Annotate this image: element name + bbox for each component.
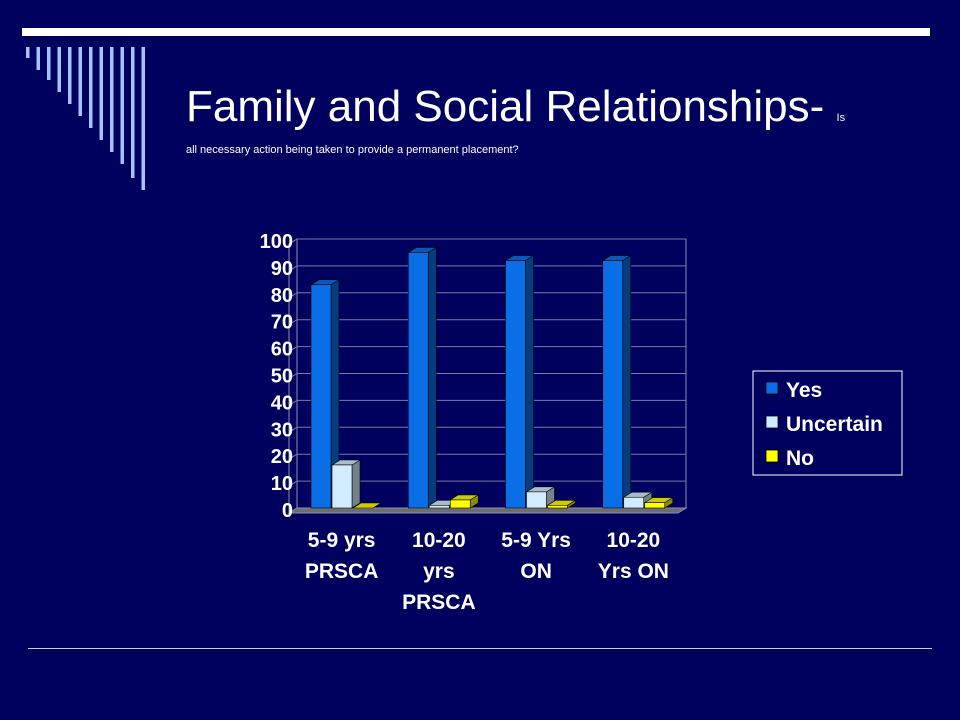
y-tick-label: 30 bbox=[271, 419, 293, 441]
gridline-side bbox=[288, 292, 298, 299]
bar bbox=[407, 246, 438, 509]
decorative-stripes bbox=[26, 47, 145, 190]
gridline-side bbox=[288, 319, 298, 326]
legend-swatch bbox=[765, 415, 779, 429]
bar-front bbox=[623, 496, 645, 509]
y-tick-label: 20 bbox=[271, 446, 293, 468]
bar bbox=[449, 494, 480, 509]
bar-front bbox=[547, 505, 568, 509]
gridline-side bbox=[288, 265, 298, 272]
bar-front bbox=[331, 464, 353, 509]
y-tick-label: 50 bbox=[271, 366, 293, 388]
legend: Yes Uncertain No bbox=[752, 370, 903, 476]
bar bbox=[643, 497, 674, 509]
y-tick-label: 40 bbox=[271, 392, 293, 414]
gridline-side bbox=[288, 346, 298, 353]
bar-front bbox=[526, 491, 547, 509]
bar bbox=[330, 459, 362, 509]
y-tick-label: 80 bbox=[271, 285, 293, 307]
x-tick-label: 5-9 yrs bbox=[308, 529, 376, 552]
legend-swatch bbox=[765, 449, 779, 463]
x-tick-label: yrs bbox=[423, 560, 455, 583]
x-tick-label: PRSCA bbox=[305, 560, 379, 583]
y-tick-label: 0 bbox=[282, 500, 293, 522]
top-rule bbox=[22, 28, 930, 36]
x-tick-label: 5-9 Yrs bbox=[501, 529, 571, 552]
gridline-side bbox=[288, 453, 298, 460]
bar-side bbox=[351, 459, 361, 509]
bar bbox=[351, 502, 383, 509]
bar-front bbox=[602, 260, 624, 509]
bar-front bbox=[407, 252, 429, 509]
legend-label: No bbox=[786, 447, 814, 470]
y-tick-label: 60 bbox=[271, 339, 293, 361]
slide-title-block: Family and Social Relationships- Is all … bbox=[186, 82, 926, 157]
legend-swatch bbox=[765, 381, 779, 395]
bar-side bbox=[525, 254, 534, 509]
decorative-stripe bbox=[26, 47, 30, 58]
gridline-side bbox=[288, 480, 298, 487]
decorative-stripe bbox=[68, 47, 72, 104]
gridline-side bbox=[288, 373, 298, 379]
gridline-side bbox=[288, 399, 298, 406]
bar bbox=[601, 254, 632, 509]
bar bbox=[546, 499, 577, 509]
bar-front bbox=[428, 505, 450, 509]
decorative-stripe bbox=[131, 47, 135, 178]
decorative-stripe bbox=[99, 47, 103, 140]
decorative-stripe bbox=[36, 47, 40, 70]
bar-side bbox=[622, 254, 632, 509]
bar bbox=[309, 279, 341, 509]
x-tick-label: ON bbox=[520, 560, 552, 583]
x-tick-label: PRSCA bbox=[402, 591, 476, 614]
gridline-side bbox=[288, 507, 298, 514]
y-tick-label: 100 bbox=[260, 231, 293, 253]
x-tick-label: 10-20 bbox=[607, 529, 661, 552]
decorative-stripe bbox=[47, 47, 51, 80]
slide-title: Family and Social Relationships- Is bbox=[186, 82, 926, 143]
legend-label: Yes bbox=[786, 379, 822, 402]
bar-front bbox=[449, 499, 471, 509]
bar-top bbox=[351, 502, 383, 509]
slide-title-tail: Is bbox=[836, 112, 846, 124]
gridline-side bbox=[288, 426, 298, 433]
bar-side bbox=[427, 246, 437, 509]
decorative-stripe bbox=[120, 47, 124, 164]
decorative-stripe bbox=[57, 47, 61, 92]
bottom-rule bbox=[28, 648, 932, 649]
decorative-stripe bbox=[141, 47, 145, 190]
bar-front bbox=[644, 502, 666, 509]
plot-floor bbox=[287, 507, 688, 514]
gridline-side bbox=[288, 238, 298, 245]
bar-front bbox=[505, 260, 526, 509]
slide-title-main: Family and Social Relationships- bbox=[186, 82, 825, 131]
bar-front bbox=[310, 284, 332, 509]
bar bbox=[504, 254, 535, 509]
x-tick-label: 10-20 bbox=[412, 529, 466, 552]
legend-label: Uncertain bbox=[786, 413, 883, 436]
x-tick-label: Yrs ON bbox=[598, 560, 669, 583]
y-tick-label: 70 bbox=[271, 312, 293, 334]
decorative-stripe bbox=[110, 47, 114, 152]
decorative-stripe bbox=[78, 47, 82, 116]
decorative-stripe bbox=[89, 47, 93, 128]
y-tick-label: 90 bbox=[271, 258, 293, 280]
y-tick-label: 10 bbox=[271, 473, 293, 495]
slide-subtitle: all necessary action being taken to prov… bbox=[186, 144, 519, 156]
